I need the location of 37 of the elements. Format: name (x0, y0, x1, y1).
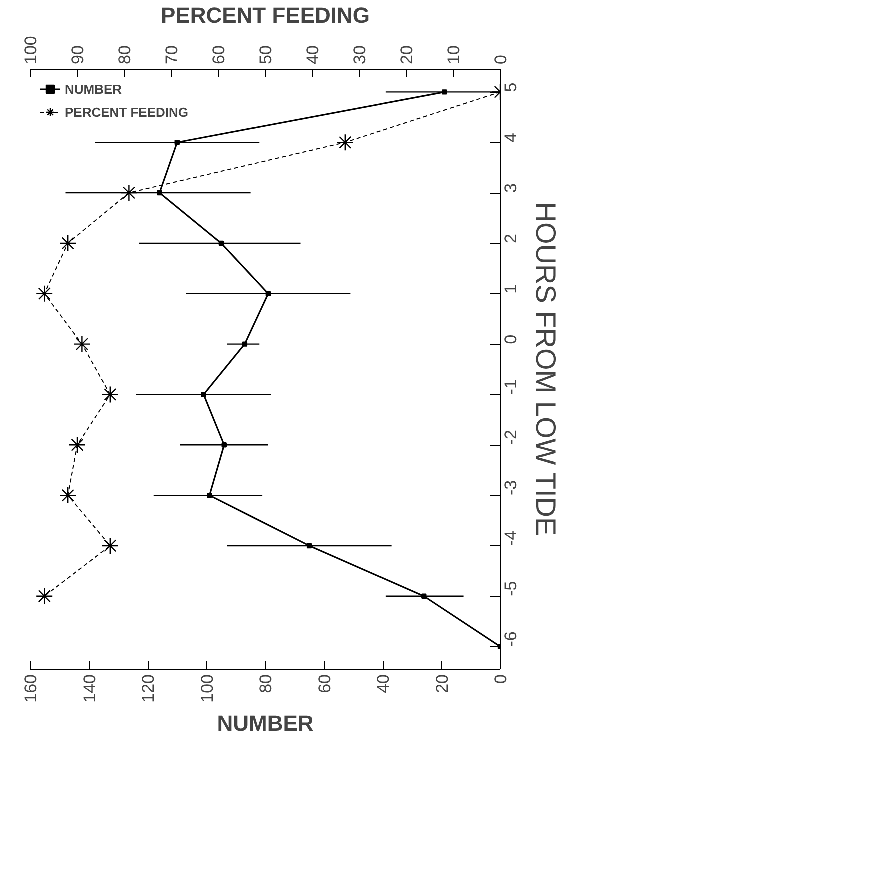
x2-tick-label: 30 (350, 46, 370, 64)
x-tick-label: 120 (139, 674, 158, 703)
x2-tick-label: 20 (398, 46, 416, 64)
x-tick-label: 160 (22, 674, 40, 703)
y-tick-label: -1 (502, 380, 520, 395)
y-tick-label: 0 (502, 334, 520, 344)
x-tick-label: 80 (256, 674, 276, 694)
x2-tick-label: 70 (162, 46, 182, 64)
x2-tick-label: 10 (444, 46, 464, 64)
x-tick-label: 100 (198, 674, 217, 703)
x2-tick-label: 90 (68, 46, 88, 64)
x-tick-label: 40 (374, 674, 393, 694)
y-tick-label: 2 (502, 234, 520, 244)
y-tick-label: -3 (502, 480, 520, 496)
x-tick-label: 60 (315, 674, 334, 694)
y-tick-label: -5 (502, 581, 520, 596)
x2-tick-label: 50 (256, 46, 276, 64)
y-tick-label: -4 (502, 530, 520, 546)
x2-tick-label: 100 (22, 36, 40, 64)
y-axis-title: HOURS FROM LOW TIDE (530, 202, 562, 536)
legend-label: NUMBER (65, 82, 122, 96)
y-tick-label: 1 (502, 284, 520, 294)
x2-tick-label: 0 (492, 55, 510, 64)
x2-tick-label: 60 (210, 46, 228, 64)
y-tick-label: -6 (502, 632, 520, 647)
x-tick-label: 0 (492, 674, 510, 684)
y-tick-label: 5 (502, 82, 520, 92)
y-tick-label: -2 (502, 430, 520, 446)
y-tick-label: 3 (502, 184, 520, 194)
y-tick-label: 4 (502, 133, 520, 143)
x-axis-title: NUMBER (217, 710, 314, 736)
x-tick-label: 20 (432, 674, 452, 694)
x-tick-label: 140 (80, 674, 100, 703)
legend-label: PERCENT FEEDING (65, 104, 189, 120)
x2-axis-title: PERCENT FEEDING (160, 3, 370, 28)
x2-tick-label: 40 (304, 46, 322, 64)
x2-tick-label: 80 (116, 46, 134, 64)
